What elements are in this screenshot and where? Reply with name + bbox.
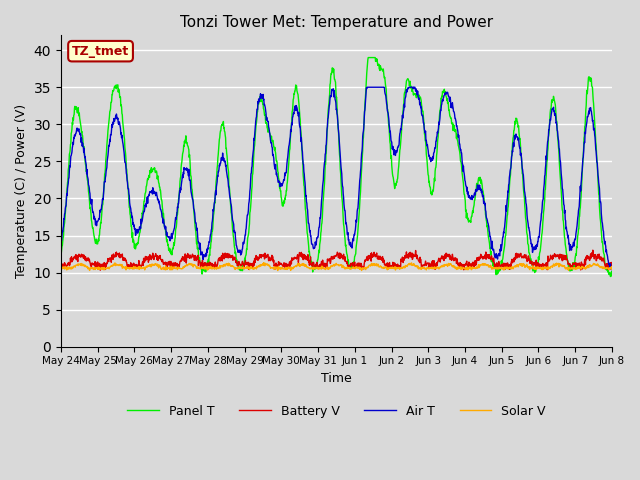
Battery V	[371, 252, 379, 257]
Line: Solar V: Solar V	[61, 263, 612, 271]
Air T	[608, 267, 616, 273]
Battery V	[312, 264, 320, 269]
Line: Battery V: Battery V	[61, 250, 612, 270]
Text: TZ_tmet: TZ_tmet	[72, 45, 129, 58]
Panel T	[607, 274, 614, 279]
Panel T	[57, 249, 65, 254]
Battery V	[291, 255, 299, 261]
Line: Panel T: Panel T	[61, 58, 612, 276]
Air T	[291, 106, 298, 111]
Solar V	[371, 262, 379, 268]
Battery V	[100, 261, 108, 266]
Battery V	[97, 267, 104, 273]
X-axis label: Time: Time	[321, 372, 352, 385]
Solar V	[122, 267, 130, 273]
Solar V	[274, 268, 282, 274]
Solar V	[303, 264, 310, 270]
Legend: Panel T, Battery V, Air T, Solar V: Panel T, Battery V, Air T, Solar V	[122, 400, 550, 423]
Battery V	[57, 259, 65, 265]
Battery V	[589, 247, 596, 253]
Air T	[100, 191, 108, 196]
Solar V	[57, 264, 65, 270]
Battery V	[122, 259, 130, 265]
Air T	[312, 242, 320, 248]
Solar V	[313, 265, 321, 271]
Solar V	[292, 263, 300, 269]
Panel T	[371, 55, 379, 60]
Air T	[608, 265, 616, 271]
Panel T	[100, 190, 108, 195]
Panel T	[122, 156, 130, 162]
Battery V	[303, 255, 310, 261]
Panel T	[302, 214, 310, 220]
Battery V	[608, 264, 616, 270]
Solar V	[100, 264, 108, 270]
Air T	[302, 192, 310, 198]
Panel T	[364, 55, 372, 60]
Panel T	[291, 88, 298, 94]
Air T	[364, 84, 371, 90]
Air T	[57, 239, 65, 245]
Panel T	[608, 273, 616, 279]
Solar V	[608, 264, 616, 270]
Air T	[371, 84, 379, 90]
Air T	[122, 165, 130, 170]
Solar V	[260, 260, 268, 265]
Title: Tonzi Tower Met: Temperature and Power: Tonzi Tower Met: Temperature and Power	[180, 15, 493, 30]
Y-axis label: Temperature (C) / Power (V): Temperature (C) / Power (V)	[15, 104, 28, 278]
Panel T	[312, 263, 320, 269]
Line: Air T: Air T	[61, 87, 612, 270]
